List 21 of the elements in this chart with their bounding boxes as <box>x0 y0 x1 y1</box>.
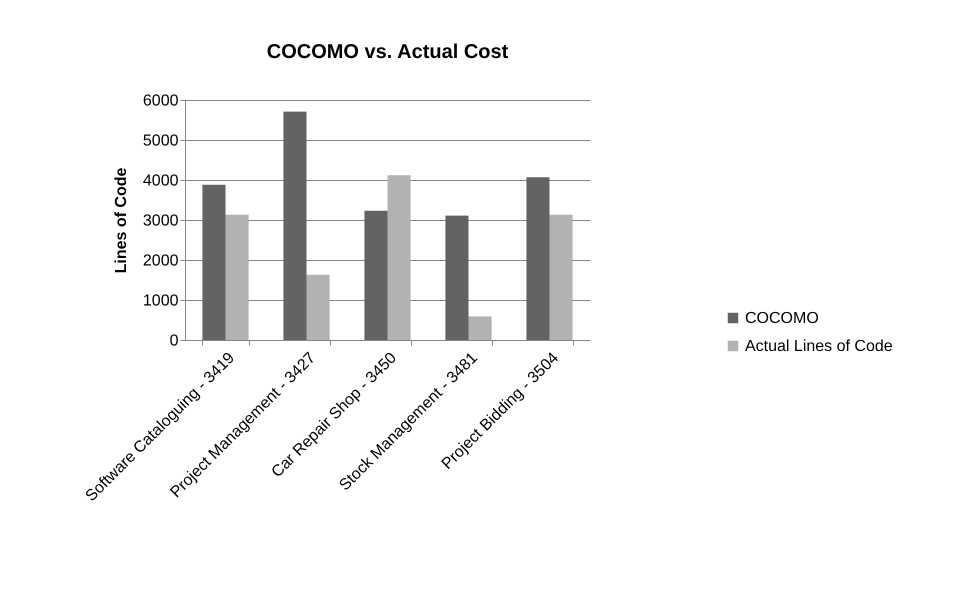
bar <box>468 316 492 340</box>
bar <box>388 175 411 340</box>
legend-label: COCOMO <box>745 310 819 327</box>
bar <box>550 214 573 340</box>
bar <box>364 210 388 340</box>
bar <box>202 184 226 340</box>
y-tick-label: 5000 <box>142 132 179 150</box>
y-tick-label: 3000 <box>142 212 179 230</box>
bar <box>226 214 249 340</box>
y-tick-label: 6000 <box>142 92 179 110</box>
bar <box>445 216 468 340</box>
y-tick-label: 2000 <box>142 252 179 270</box>
chart-title: COCOMO vs. Actual Cost <box>266 41 509 63</box>
y-tick-label: 1000 <box>142 292 179 310</box>
bar <box>283 112 306 340</box>
bar <box>306 274 330 340</box>
y-axis-title: Lines of Code <box>112 168 130 274</box>
y-tick-label: 4000 <box>142 172 179 190</box>
y-tick-label: 0 <box>170 332 179 350</box>
legend-label: Actual Lines of Code <box>745 338 893 355</box>
bar <box>526 177 550 340</box>
